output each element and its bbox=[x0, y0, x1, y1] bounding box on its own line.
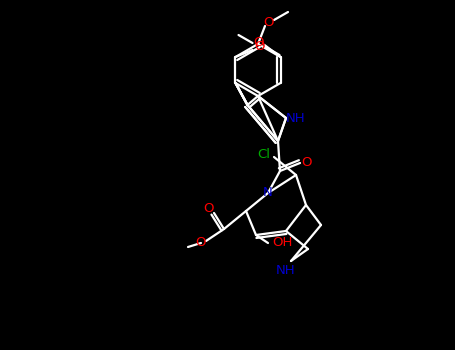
Text: O: O bbox=[204, 203, 214, 216]
Text: O: O bbox=[263, 15, 273, 28]
Text: Cl: Cl bbox=[258, 148, 271, 161]
Text: NH: NH bbox=[276, 265, 296, 278]
Text: N: N bbox=[263, 187, 273, 199]
Text: O: O bbox=[302, 156, 312, 169]
Text: O: O bbox=[253, 36, 264, 49]
Text: NH: NH bbox=[286, 112, 306, 125]
Text: O: O bbox=[254, 41, 265, 54]
Text: O: O bbox=[196, 237, 206, 250]
Text: OH: OH bbox=[272, 237, 292, 250]
